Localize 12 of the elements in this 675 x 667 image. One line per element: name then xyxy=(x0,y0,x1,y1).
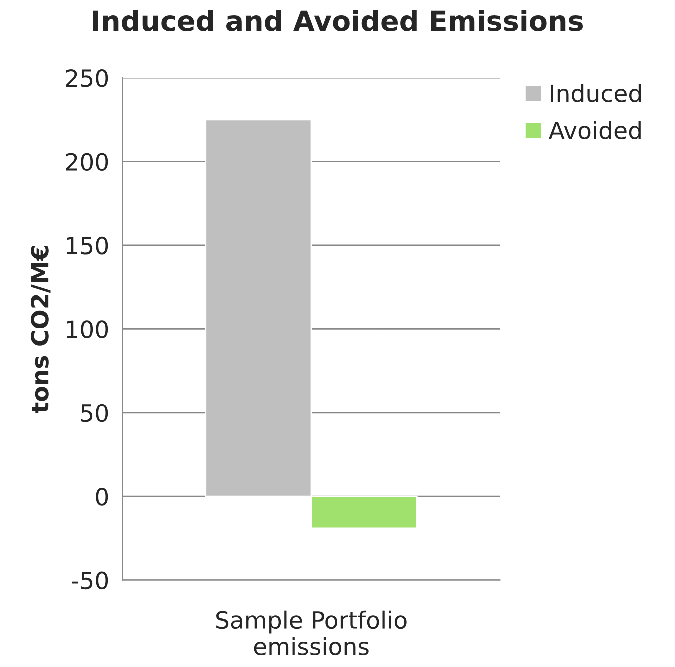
chart-title: Induced and Avoided Emissions xyxy=(93,10,583,32)
legend-label: Avoided xyxy=(548,121,641,140)
y-tick-label: 50 xyxy=(81,404,108,422)
y-tick-label: 100 xyxy=(67,320,108,338)
y-tick-label: 0 xyxy=(96,488,108,506)
x-tick-label: Sample Portfolio emissions xyxy=(216,610,407,656)
y-axis-title: tons CO2/M€ xyxy=(31,246,51,414)
y-tick-label: 150 xyxy=(67,236,108,255)
y-tick-label: -50 xyxy=(72,572,108,590)
y-tick-label: 200 xyxy=(66,153,108,172)
y-tick-label: 250 xyxy=(66,69,108,88)
legend-label: Induced xyxy=(551,84,642,102)
